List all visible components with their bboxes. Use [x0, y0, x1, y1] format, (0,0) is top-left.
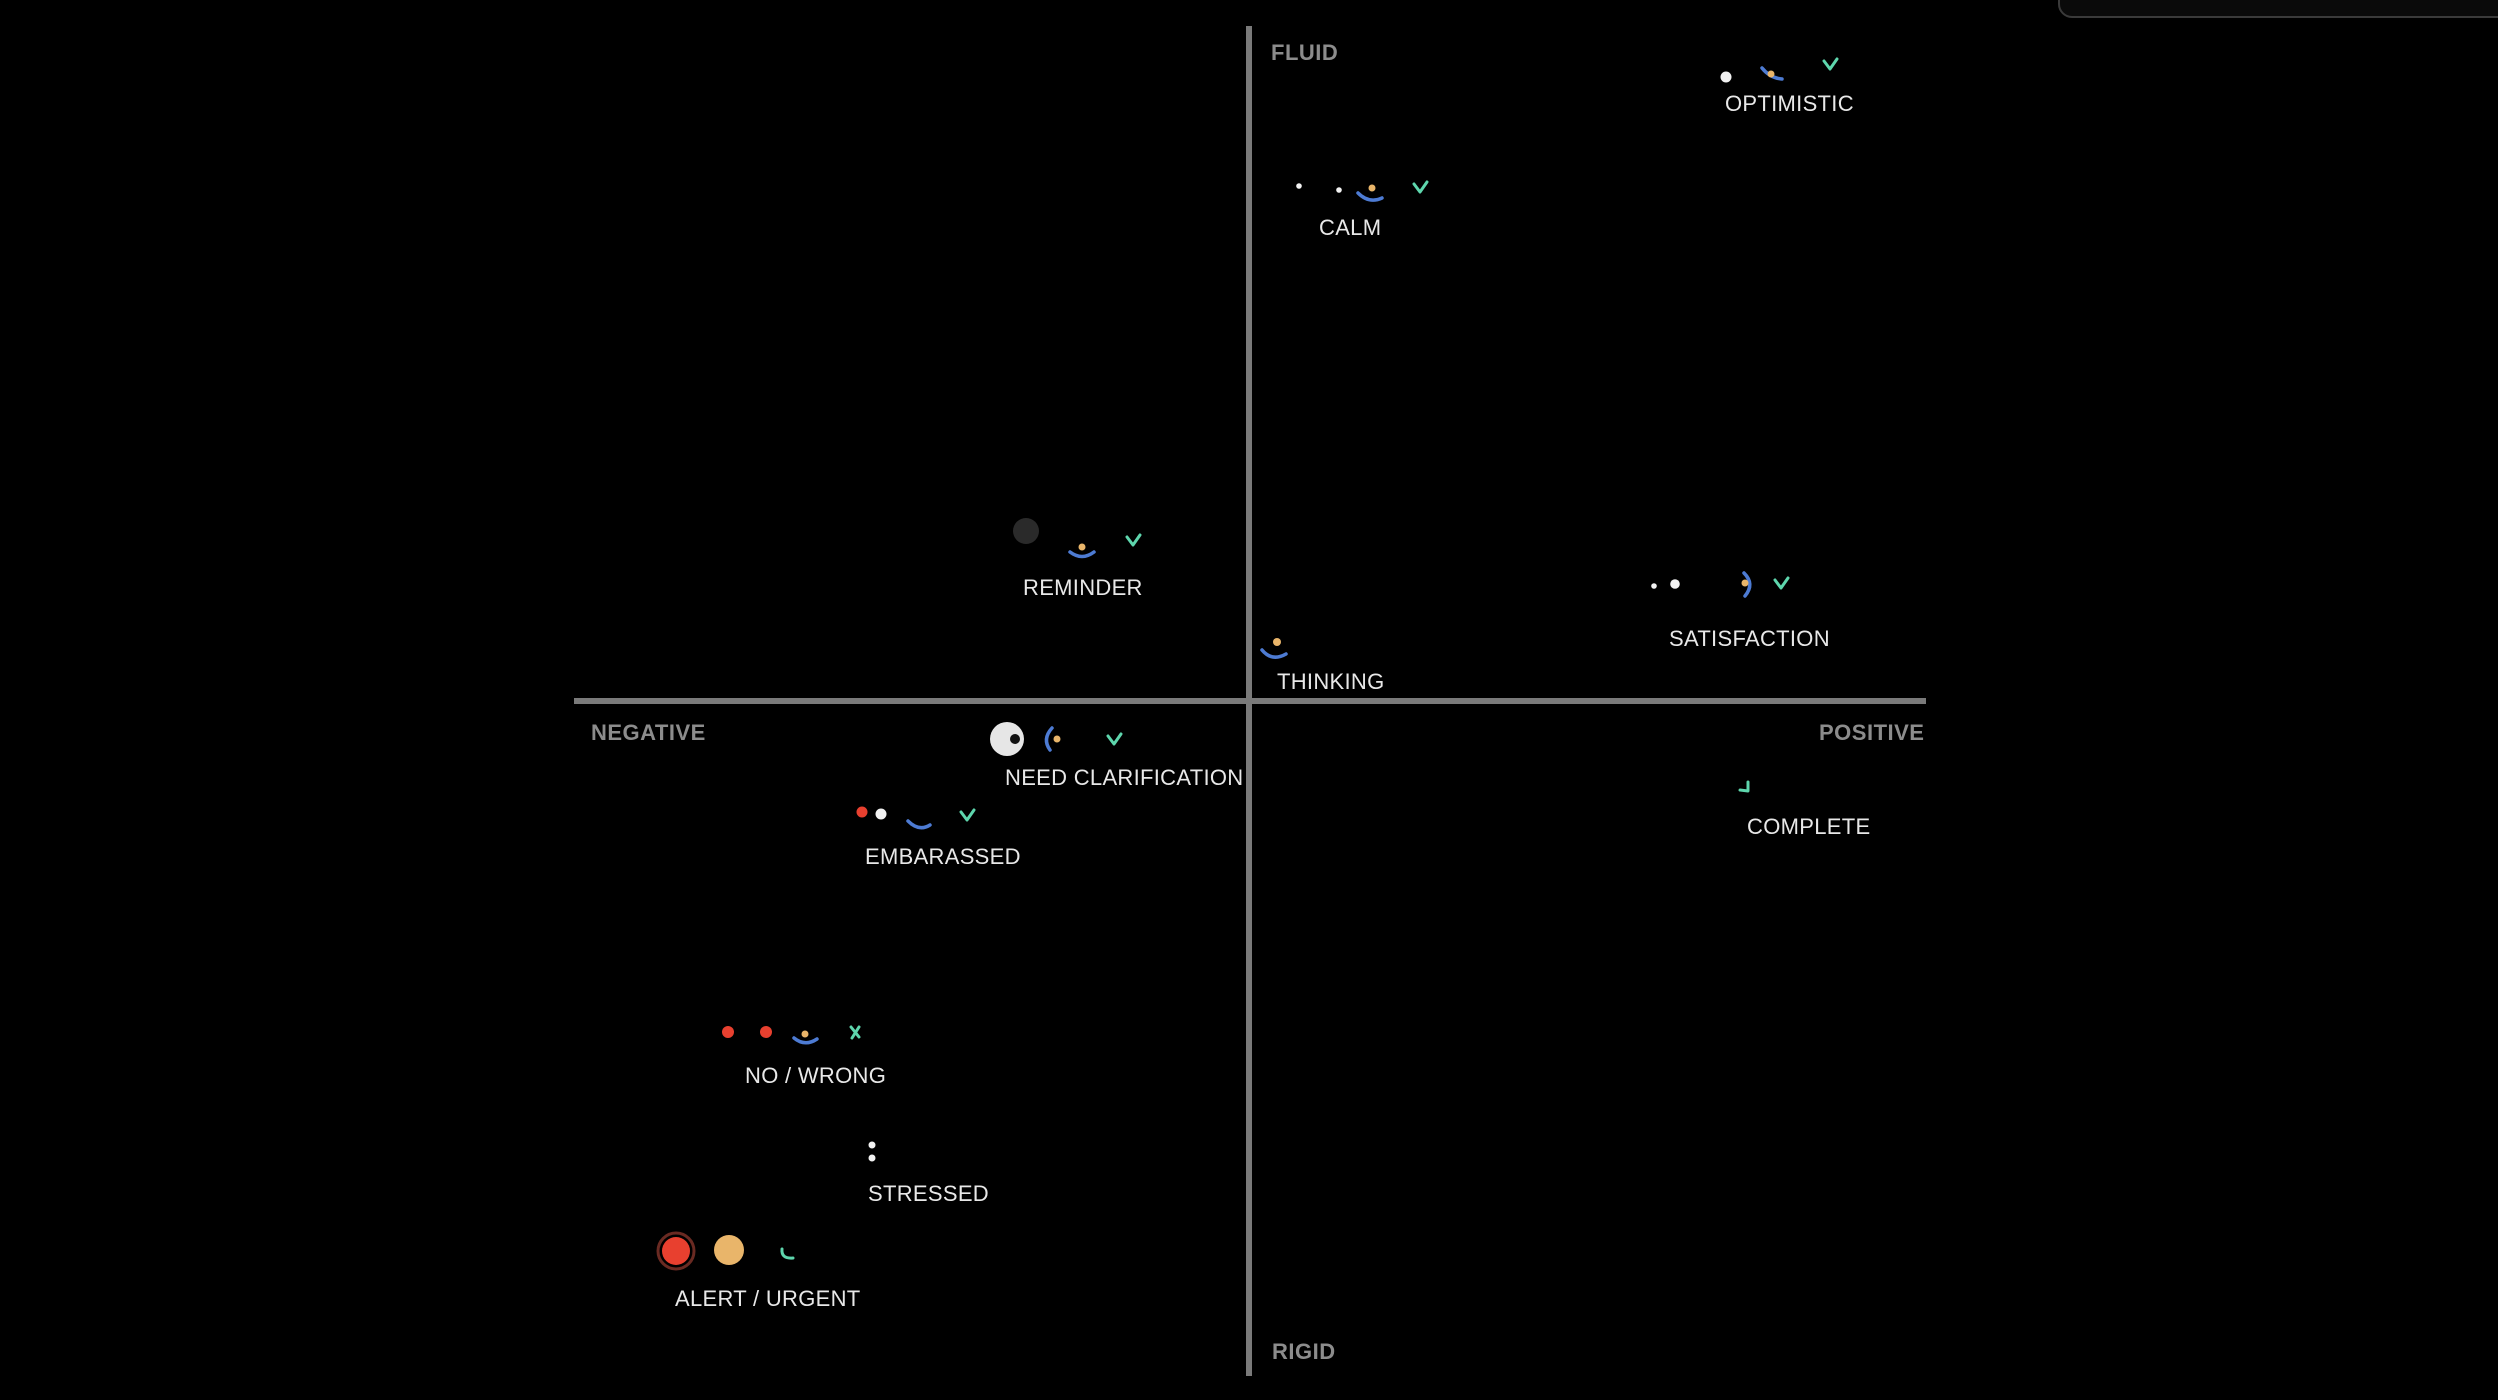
red-dot-icon	[856, 806, 868, 818]
white-dot-icon	[1296, 183, 1302, 189]
reminder-glyphs	[1013, 518, 1142, 559]
green-check-icon	[1412, 180, 1429, 194]
label-need-clarification: NEED CLARIFICATION	[1005, 765, 1244, 790]
amber-dot-icon	[1368, 184, 1376, 192]
label-optimistic: OPTIMISTIC	[1725, 91, 1854, 116]
amber-dot-icon	[1053, 735, 1061, 743]
amber-dot-icon	[1078, 543, 1086, 551]
stressed-glyphs	[868, 1141, 876, 1162]
axis-label-positive: POSITIVE	[1819, 720, 1925, 745]
label-stressed: STRESSED	[868, 1181, 989, 1206]
green-cross-icon	[849, 1025, 861, 1040]
green-check-icon	[1106, 732, 1123, 746]
label-satisfaction: SATISFACTION	[1669, 626, 1830, 651]
white-dot-icon	[875, 808, 887, 820]
label-complete: COMPLETE	[1747, 814, 1871, 839]
green-check-icon	[1738, 780, 1750, 793]
thinking-glyphs	[1260, 638, 1288, 659]
axis-label-negative: NEGATIVE	[591, 720, 706, 745]
calm-glyphs	[1296, 180, 1429, 202]
green-check-icon	[959, 808, 976, 822]
amber-dot-icon	[1767, 70, 1775, 78]
white-dot-icon	[1720, 71, 1732, 83]
eye-pupil	[1010, 734, 1020, 744]
blue-arc-icon	[1260, 648, 1288, 659]
green-check-icon	[1773, 576, 1790, 590]
green-check-icon	[1125, 533, 1142, 547]
embarassed-glyphs	[856, 806, 976, 830]
axis-label-rigid: RIGID	[1272, 1339, 1336, 1364]
white-dot-icon	[868, 1154, 876, 1162]
white-dot-icon	[1336, 187, 1342, 193]
satisfaction-glyphs	[1651, 571, 1790, 598]
label-reminder: REMINDER	[1023, 575, 1143, 600]
white-dot-icon	[868, 1141, 876, 1149]
red-circle-icon	[662, 1237, 690, 1265]
white-dot-icon	[1651, 583, 1657, 589]
green-arc-icon	[780, 1247, 795, 1260]
amber-dot-icon	[801, 1030, 809, 1038]
blue-arc-icon	[906, 819, 932, 830]
amber-dot-icon	[1741, 579, 1749, 587]
label-no-wrong: NO / WRONG	[745, 1063, 887, 1088]
need-clarification-glyphs	[990, 722, 1123, 756]
blue-arc-icon	[1742, 571, 1752, 598]
green-check-icon	[1822, 57, 1839, 71]
red-dot-icon	[722, 1026, 734, 1038]
axis-label-fluid: FLUID	[1271, 40, 1339, 65]
dark-circle-icon	[1013, 518, 1039, 544]
no-wrong-glyphs	[722, 1025, 861, 1045]
amber-dot-icon	[1273, 638, 1281, 646]
label-embarassed: EMBARASSED	[865, 844, 1021, 869]
alert-urgent-glyphs	[656, 1231, 795, 1271]
corner-panel	[2058, 0, 2498, 18]
complete-glyphs	[1738, 780, 1750, 793]
label-thinking: THINKING	[1277, 669, 1385, 694]
amber-circle-icon	[714, 1235, 744, 1265]
white-eye-icon	[990, 722, 1024, 756]
label-calm: CALM	[1319, 215, 1382, 240]
optimistic-glyphs	[1720, 57, 1839, 83]
white-dot-icon	[1670, 579, 1680, 589]
blue-arc-icon	[792, 1036, 819, 1045]
blue-arc-icon	[1356, 191, 1384, 202]
red-circle-ring	[656, 1231, 696, 1271]
blue-arc-icon	[1044, 726, 1054, 752]
label-alert-urgent: ALERT / URGENT	[675, 1286, 861, 1311]
blue-arc-icon	[1068, 550, 1096, 559]
red-dot-icon	[760, 1026, 772, 1038]
